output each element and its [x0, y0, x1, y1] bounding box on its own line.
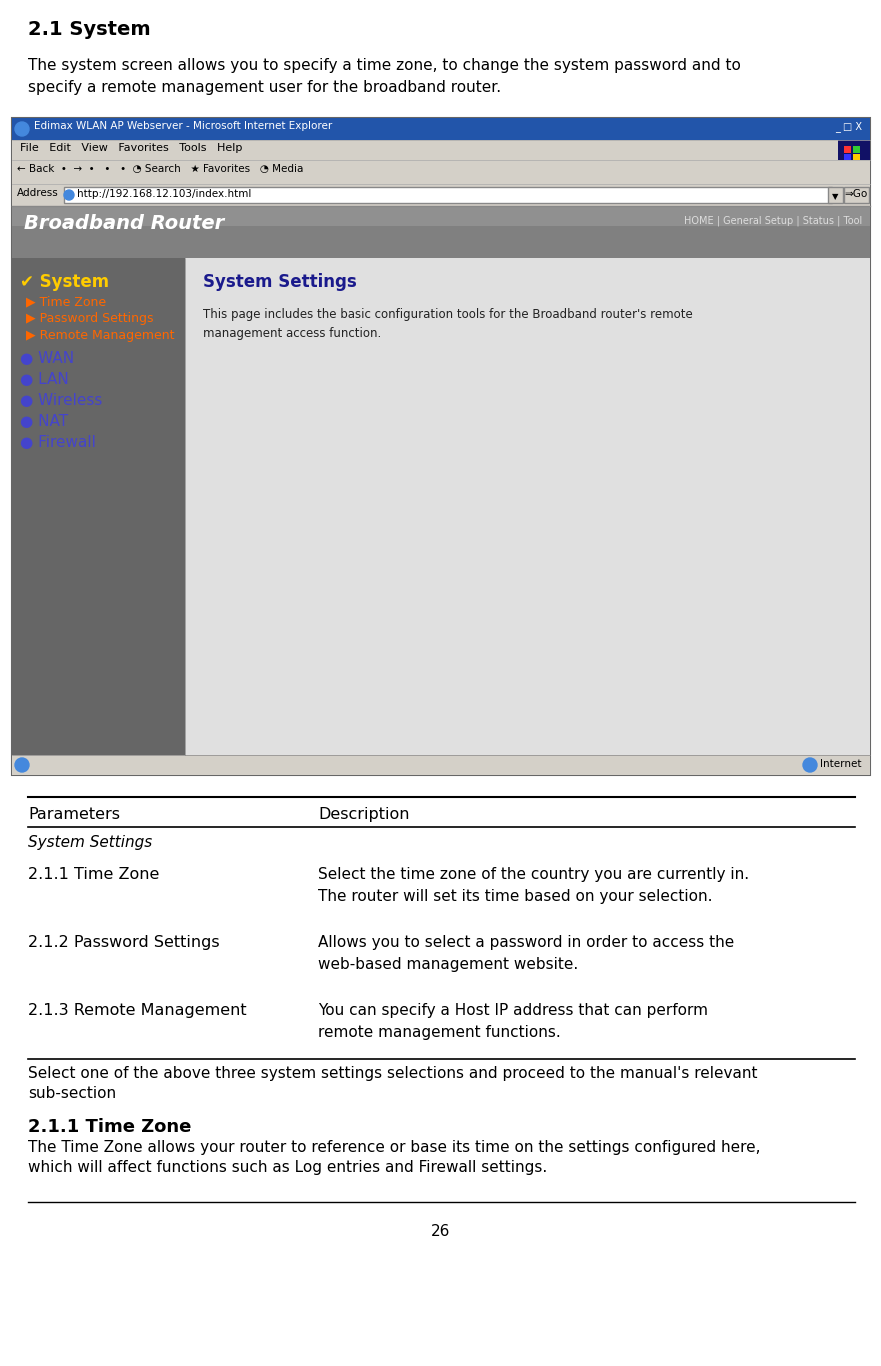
Text: File   Edit   View   Favorites   Tools   Help: File Edit View Favorites Tools Help [20, 143, 242, 153]
Text: Broadband Router: Broadband Router [24, 214, 225, 234]
Bar [12, 258, 185, 755]
Circle shape [64, 190, 74, 199]
Text: 2.1.1 Time Zone: 2.1.1 Time Zone [28, 1117, 191, 1137]
Bar [12, 117, 870, 139]
Text: The Time Zone allows your router to reference or base its time on the settings c: The Time Zone allows your router to refe… [28, 1141, 760, 1175]
Bar [12, 117, 870, 775]
Text: ● Firewall: ● Firewall [20, 434, 96, 449]
Text: 2.1.3 Remote Management: 2.1.3 Remote Management [28, 1003, 247, 1018]
Text: Allows you to select a password in order to access the
web-based management webs: Allows you to select a password in order… [318, 934, 734, 971]
Bar [12, 755, 870, 775]
Bar [185, 258, 870, 755]
Text: _ □ X: _ □ X [835, 122, 862, 133]
Text: 2.1.2 Password Settings: 2.1.2 Password Settings [28, 934, 219, 949]
Text: ⇒Go: ⇒Go [844, 189, 868, 199]
Bar [12, 206, 870, 258]
Bar [844, 146, 851, 153]
Bar [853, 154, 860, 161]
Text: Edimax WLAN AP Webserver - Microsoft Internet Explorer: Edimax WLAN AP Webserver - Microsoft Int… [34, 122, 332, 131]
Circle shape [15, 758, 29, 772]
Text: ▼: ▼ [832, 193, 838, 201]
Text: Parameters: Parameters [28, 807, 120, 822]
Text: System Settings: System Settings [28, 835, 152, 850]
Bar [12, 206, 870, 225]
Text: ● LAN: ● LAN [20, 372, 69, 387]
Text: This page includes the basic configuration tools for the Broadband router's remo: This page includes the basic configurati… [203, 307, 692, 340]
Text: ← Back  •  →  •   •   •  ◔ Search   ★ Favorites   ◔ Media: ← Back • → • • • ◔ Search ★ Favorites ◔ … [17, 164, 303, 173]
Bar [844, 154, 851, 161]
Bar [64, 187, 832, 204]
Text: 2.1.1 Time Zone: 2.1.1 Time Zone [28, 867, 159, 882]
Text: The system screen allows you to specify a time zone, to change the system passwo: The system screen allows you to specify … [28, 57, 741, 94]
Text: ▶ Remote Management: ▶ Remote Management [26, 329, 174, 342]
Bar [844, 187, 869, 204]
Text: HOME | General Setup | Status | Tool: HOME | General Setup | Status | Tool [684, 216, 862, 227]
Circle shape [803, 758, 817, 772]
Circle shape [15, 122, 29, 137]
Text: ▶ Password Settings: ▶ Password Settings [26, 311, 153, 325]
Bar [12, 184, 870, 206]
Text: Select the time zone of the country you are currently in.
The router will set it: Select the time zone of the country you … [318, 867, 749, 903]
Bar [828, 187, 843, 204]
Bar [853, 146, 860, 153]
Text: Description: Description [318, 807, 410, 822]
Bar [12, 160, 870, 184]
Text: ● WAN: ● WAN [20, 351, 74, 366]
Text: Address: Address [17, 189, 59, 198]
Text: http://192.168.12.103/index.html: http://192.168.12.103/index.html [77, 189, 251, 199]
Text: ▶ Time Zone: ▶ Time Zone [26, 295, 106, 307]
Text: Select one of the above three system settings selections and proceed to the manu: Select one of the above three system set… [28, 1065, 758, 1101]
Bar [838, 139, 870, 160]
Text: System Settings: System Settings [203, 273, 357, 291]
Text: 2.1 System: 2.1 System [28, 20, 151, 40]
Text: ● NAT: ● NAT [20, 414, 68, 429]
Text: ✔ System: ✔ System [20, 273, 109, 291]
Text: 26: 26 [431, 1224, 450, 1239]
Bar [12, 139, 870, 160]
Text: You can specify a Host IP address that can perform
remote management functions.: You can specify a Host IP address that c… [318, 1003, 708, 1040]
Text: ● Wireless: ● Wireless [20, 393, 102, 408]
Text: Internet: Internet [820, 759, 862, 769]
